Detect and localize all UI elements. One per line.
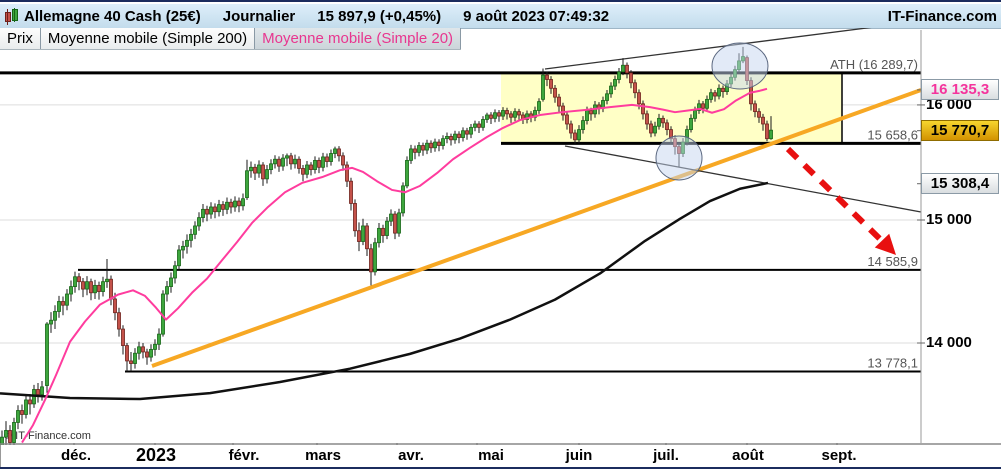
bearish-arrow[interactable] <box>785 146 885 244</box>
level-label: 13 778,1 <box>867 356 918 371</box>
ma200-line <box>0 181 769 401</box>
month-label: août <box>732 447 764 464</box>
level-label: 15 658,6 <box>867 127 918 142</box>
watermark: © IT-Finance.com <box>4 430 91 442</box>
month-label: avr. <box>398 447 424 464</box>
month-label: juil. <box>653 447 679 464</box>
trendline-support-orange[interactable] <box>151 88 922 368</box>
level-label: 14 585,9 <box>867 254 918 269</box>
month-label: juin <box>565 447 593 464</box>
highlight-ellipse[interactable] <box>711 42 769 90</box>
level-label: ATH (16 289,7) <box>830 57 918 72</box>
price-badge-ma20v: 16 135,3 <box>921 79 999 101</box>
price-axis-label: 14 000 <box>926 334 972 351</box>
month-label: févr. <box>228 447 260 464</box>
indicator-legend: Prix Moyenne mobile (Simple 200) Moyenne… <box>0 28 462 50</box>
price-badge-last: 15 770,7 <box>921 120 999 142</box>
legend-item-prix[interactable]: Prix <box>0 28 41 49</box>
legend-item-ma200[interactable]: Moyenne mobile (Simple 200) <box>40 28 256 49</box>
last-price-change: 15 897,9 (+0,45%) <box>317 7 442 25</box>
month-label: 2023 <box>135 445 177 465</box>
title-bar: Allemagne 40 Cash (25€) Journalier 15 89… <box>0 4 1001 29</box>
legend-item-ma20[interactable]: Moyenne mobile (Simple 20) <box>255 28 462 49</box>
quote-datetime: 9 août 2023 07:49:32 <box>463 7 610 25</box>
ma20-line <box>21 87 768 444</box>
month-label: sept. <box>821 447 857 464</box>
instrument-name: Allemagne 40 Cash (25€) <box>24 7 201 25</box>
timeframe-label: Journalier <box>222 7 296 25</box>
time-axis: déc. 2023 févr. mars avr. mai juin juil. août sep… <box>0 445 1001 467</box>
price-axis-label: 16 000 <box>926 95 972 113</box>
highlight-ellipse[interactable] <box>655 135 703 181</box>
trendline-support-baissier[interactable] <box>564 145 922 213</box>
bearish-arrow-head <box>874 233 896 255</box>
bottom-border-bar <box>0 467 1001 469</box>
month-label: déc. <box>60 447 91 464</box>
price-axis-label: 15 000 <box>926 211 972 228</box>
itfinance-logo: IT-Finance.com <box>887 7 997 25</box>
price-chart-canvas[interactable]: © IT-Finance.com ATH (16 289,7) 15 658,6 14… <box>0 28 1001 445</box>
trendline-resistance-haussiere[interactable] <box>544 28 992 70</box>
month-label: mai <box>478 447 504 464</box>
price-badge-ma200v: 15 308,4 <box>921 173 999 195</box>
candlestick-icon <box>4 7 18 25</box>
month-label: mars <box>305 447 341 464</box>
